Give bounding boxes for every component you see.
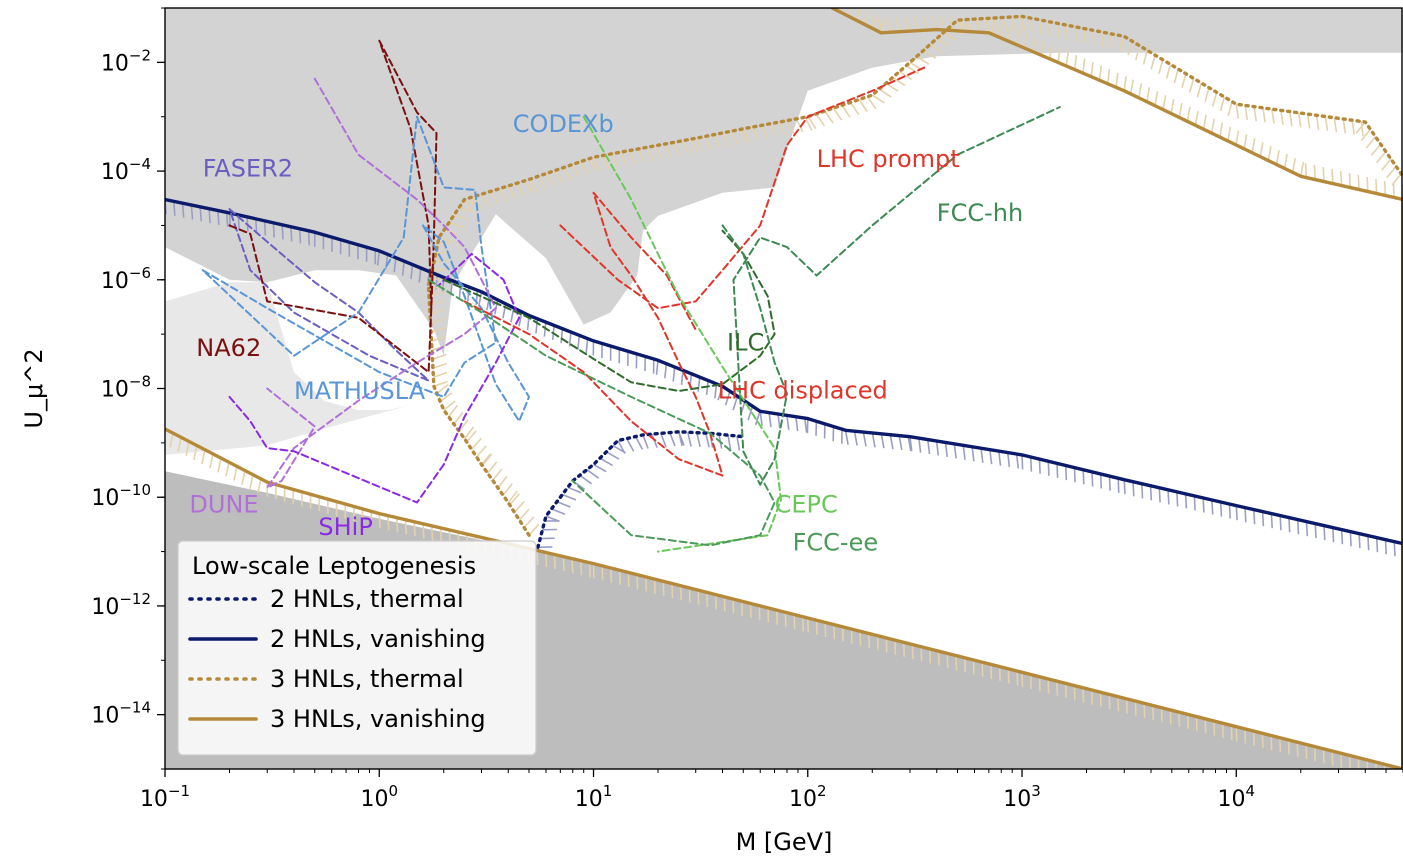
- y-tick-label: 10−6: [101, 264, 151, 294]
- legend: Low-scale Leptogenesis 2 HNLs, thermal2 …: [177, 540, 537, 756]
- lhc-prompt-line: [559, 66, 926, 310]
- label-codexb: CODEXb: [513, 110, 614, 138]
- label-lhc-prompt: LHC prompt: [817, 145, 960, 173]
- legend-title: Low-scale Leptogenesis: [192, 552, 476, 580]
- x-axis-label: M [GeV]: [736, 828, 833, 856]
- 2-hnls-thermal-hatch: [537, 431, 741, 549]
- curve-annotations: FASER2 NA62 MATHUSLA CODEXb DUNE SHiP LHC prom…: [189, 110, 1023, 556]
- label-ilc: ILC: [727, 329, 764, 357]
- codexb-line: [422, 224, 530, 423]
- legend-box: [177, 540, 537, 756]
- upper-excluded-region: [165, 8, 1403, 356]
- fcc-hh-line: [721, 106, 1061, 486]
- na62-line: [228, 39, 438, 374]
- 3-hnls-thermal-line: [426, 14, 1403, 537]
- label-lhc-displaced: LHC displaced: [718, 376, 888, 404]
- x-tick-label: 102: [789, 782, 827, 812]
- y-axis-label: U_μ^2: [20, 348, 48, 428]
- x-tick-label: 101: [575, 782, 613, 812]
- mathusla-line: [201, 115, 497, 398]
- cepc-line: [582, 115, 782, 553]
- series-lines: [165, 8, 1403, 769]
- y-tick-label: 10−4: [101, 155, 151, 185]
- label-faser2: FASER2: [203, 154, 293, 182]
- label-dune: DUNE: [189, 491, 258, 519]
- 3-hnls-vanishing-hatch: [165, 8, 1403, 769]
- label-na62: NA62: [196, 334, 261, 362]
- y-tick-label: 10−12: [91, 590, 151, 620]
- 3-hnls-vanishing-line: [165, 8, 1403, 769]
- lower-left-excluded-region: [165, 282, 411, 455]
- x-tick-label: 10−1: [140, 782, 190, 812]
- legend-entry-label: 3 HNLs, vanishing: [270, 705, 486, 733]
- x-tick-label: 100: [360, 782, 398, 812]
- label-mathusla: MATHUSLA: [294, 377, 426, 405]
- legend-entry-label: 2 HNLs, vanishing: [270, 625, 486, 653]
- hatch-marks: [165, 8, 1403, 769]
- x-axis-ticks: 10−1 100 101 102 103 104: [140, 769, 1403, 812]
- x-tick-label: 103: [1003, 782, 1041, 812]
- 2-hnls-vanishing-line: [165, 197, 1403, 546]
- x-tick-label: 104: [1218, 782, 1256, 812]
- dune-line: [266, 77, 497, 489]
- y-tick-label: 10−14: [91, 699, 151, 729]
- legend-entries: 2 HNLs, thermal 2 HNLs, vanishing 3 HNLs, …: [188, 585, 486, 733]
- 3-hnls-thermal-hatch: [428, 16, 1402, 536]
- label-fcc-ee: FCC-ee: [793, 528, 879, 556]
- 2-hnls-thermal-line: [536, 430, 745, 549]
- label-ship: SHiP: [318, 513, 372, 541]
- legend-entry-label: 2 HNLs, thermal: [270, 585, 464, 613]
- fcc-ee-line: [427, 278, 776, 547]
- ilc-line: [442, 229, 776, 392]
- label-cepc: CEPC: [775, 491, 838, 519]
- y-axis-ticks: 10−2 10−4 10−6 10−8 10−10 10−12 10−14: [91, 7, 165, 770]
- label-fcc-hh: FCC-hh: [937, 199, 1023, 227]
- y-tick-label: 10−2: [101, 46, 151, 76]
- y-tick-label: 10−10: [91, 481, 151, 511]
- ship-line: [228, 252, 521, 504]
- y-tick-label: 10−8: [101, 373, 151, 403]
- legend-entry-label: 3 HNLs, thermal: [270, 665, 464, 693]
- lhc-displaced-line: [463, 191, 724, 477]
